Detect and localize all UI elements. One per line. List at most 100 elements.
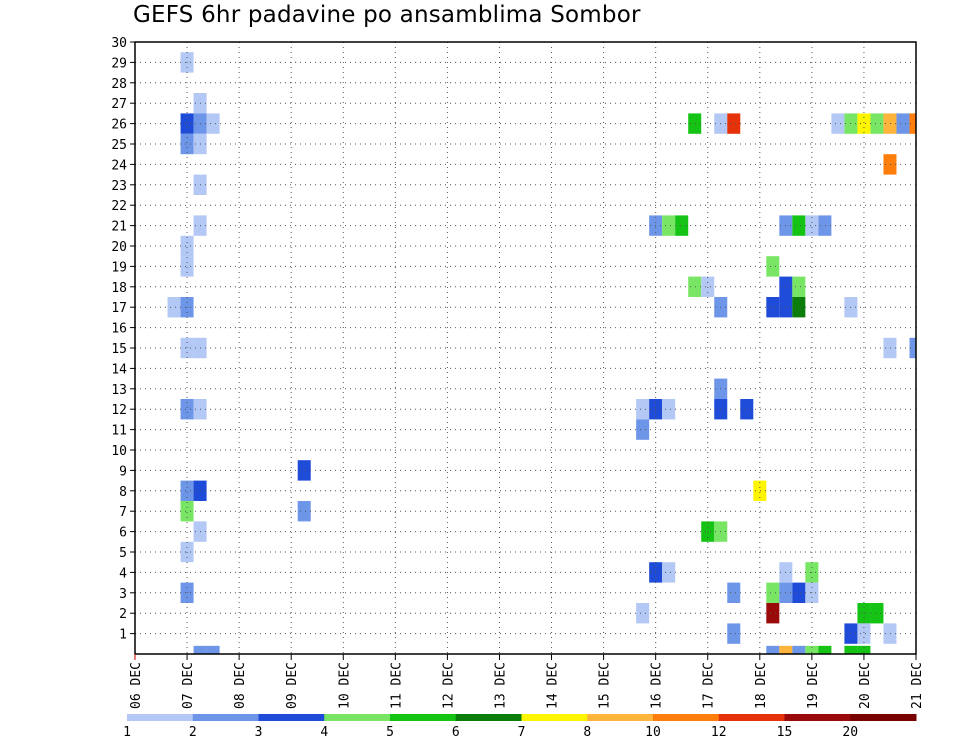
y-tick-label: 1	[119, 628, 127, 643]
y-tick-label: 13	[111, 383, 127, 398]
heatmap-cell	[753, 480, 767, 501]
colorbar-swatch	[127, 714, 194, 721]
y-tick-label: 25	[111, 138, 127, 153]
heatmap-cell	[727, 582, 741, 603]
colorbar-label: 12	[711, 725, 727, 740]
y-tick-label: 16	[111, 322, 127, 337]
x-tick-label: 16 DEC	[650, 662, 665, 709]
y-tick-label: 30	[111, 36, 127, 51]
heatmap-cell	[805, 215, 819, 236]
x-tick-label: 19 DEC	[806, 662, 821, 709]
heatmap-cell	[818, 215, 832, 236]
colorbar-swatch	[718, 714, 785, 721]
colorbar-label: 5	[386, 725, 394, 740]
x-tick-label: 06 DEC	[129, 662, 144, 709]
heatmap-cell	[896, 113, 910, 134]
heatmap-cell	[857, 603, 871, 624]
heatmap-cell	[805, 645, 819, 654]
x-tick-label: 14 DEC	[546, 662, 561, 709]
heatmap-cell	[766, 645, 780, 654]
heatmap-cell	[180, 133, 194, 155]
heatmap-cell	[792, 276, 806, 297]
colorbar-swatch	[587, 714, 654, 721]
heatmap-cell	[766, 582, 780, 603]
y-tick-label: 20	[111, 240, 127, 255]
colorbar-label: 1	[123, 725, 131, 740]
heatmap-cell	[766, 297, 780, 318]
heatmap-cell	[701, 521, 715, 542]
y-tick-label: 28	[111, 77, 127, 92]
heatmap-cell	[688, 276, 702, 297]
heatmap-cell	[857, 645, 871, 654]
heatmap-cell	[701, 276, 715, 297]
y-tick-label: 12	[111, 403, 127, 418]
heatmap-cell	[883, 337, 897, 359]
heatmap-cell	[727, 623, 741, 644]
heatmap-cell	[297, 460, 311, 481]
heatmap-cell	[675, 215, 689, 236]
y-tick-label: 14	[111, 362, 127, 377]
heatmap-cell	[180, 256, 194, 277]
y-tick-label: 7	[119, 505, 127, 520]
heatmap-cell	[662, 399, 676, 420]
y-tick-label: 5	[119, 546, 127, 561]
heatmap-cell	[180, 399, 194, 420]
heatmap-cell	[883, 113, 897, 134]
colorbar: 1 2 3 4 5 6 7 8 10 12 15 20	[123, 714, 917, 740]
heatmap-cell	[180, 501, 194, 522]
colorbar-swatch	[521, 714, 588, 721]
y-tick-label: 24	[111, 158, 127, 173]
x-tick-label: 17 DEC	[702, 662, 717, 709]
colorbar-swatch	[850, 714, 917, 721]
y-axis-ticks: 1234567891011121314151617181920212223242…	[111, 36, 135, 643]
x-tick-label: 20 DEC	[858, 662, 873, 709]
chart-title: GEFS 6hr padavine po ansamblima Sombor	[133, 2, 641, 28]
y-tick-label: 10	[111, 444, 127, 459]
y-tick-label: 15	[111, 342, 127, 357]
heatmap-cell	[792, 215, 806, 236]
y-tick-label: 22	[111, 199, 127, 214]
heatmap-cell	[766, 256, 780, 277]
colorbar-label: 10	[645, 725, 661, 740]
heatmap-cell	[844, 645, 858, 654]
x-tick-label: 08 DEC	[233, 662, 248, 709]
heatmap-cell	[662, 215, 676, 236]
y-tick-label: 23	[111, 179, 127, 194]
heatmap-cell	[909, 337, 916, 359]
colorbar-label: 8	[583, 725, 591, 740]
colorbar-label: 2	[189, 725, 197, 740]
heatmap-cell	[909, 113, 916, 134]
x-tick-label: 13 DEC	[493, 662, 508, 709]
heatmap-cell	[180, 235, 194, 257]
x-tick-label: 21 DEC	[910, 662, 925, 709]
colorbar-swatch	[784, 714, 851, 721]
y-tick-label: 27	[111, 97, 127, 112]
heatmap-cell	[740, 399, 754, 420]
heatmap-cell	[831, 113, 845, 134]
x-tick-label: 07 DEC	[181, 662, 196, 709]
heatmap-cell	[727, 113, 741, 134]
heatmap-cell	[636, 399, 650, 420]
heatmap-cell	[662, 562, 676, 583]
heatmap-cell	[193, 645, 207, 654]
gridlines	[135, 42, 916, 654]
x-tick-label: 15 DEC	[598, 662, 613, 709]
colorbar-label: 20	[842, 725, 858, 740]
heatmap-cell	[688, 113, 702, 134]
heatmap-cell	[766, 603, 780, 624]
y-tick-label: 26	[111, 118, 127, 133]
y-tick-label: 9	[119, 464, 127, 479]
heatmap-cell	[818, 645, 832, 654]
colorbar-swatch	[455, 714, 522, 721]
x-tick-label: 09 DEC	[285, 662, 300, 709]
heatmap-cell	[857, 623, 871, 644]
x-tick-label: 10 DEC	[337, 662, 352, 709]
x-tick-label: 11 DEC	[389, 662, 404, 709]
x-axis-ticks: 06 DEC 07 DEC 08 DEC 09 DEC 10 DEC 11 DEC 12 D…	[129, 654, 925, 709]
heatmap-cell	[857, 113, 871, 134]
heatmap-cell	[636, 419, 650, 440]
colorbar-swatch	[258, 714, 325, 721]
y-tick-label: 19	[111, 260, 127, 275]
y-tick-label: 21	[111, 220, 127, 235]
